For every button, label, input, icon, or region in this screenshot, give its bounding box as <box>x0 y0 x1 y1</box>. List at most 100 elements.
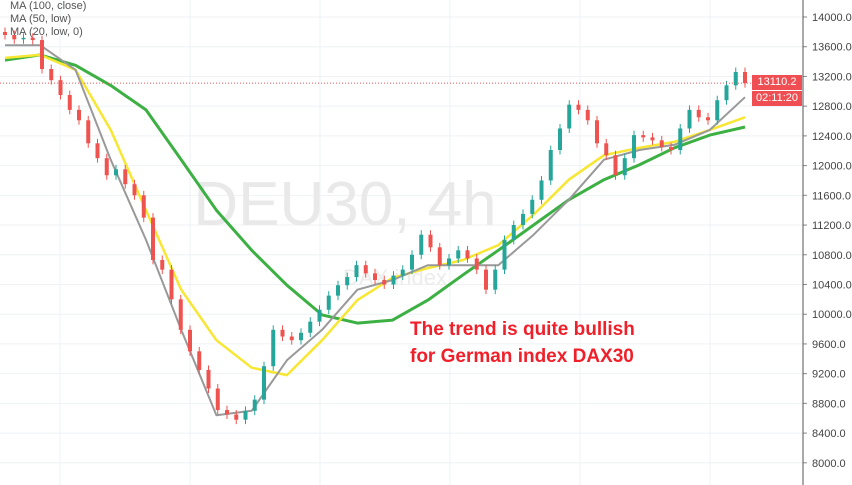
candle-body <box>21 37 26 40</box>
candle-body <box>206 369 211 389</box>
candle-body <box>363 265 368 274</box>
candle-body <box>289 336 294 341</box>
candle-body <box>382 280 387 285</box>
y-tick-label: 10400.0 <box>812 279 852 291</box>
candle-body <box>262 366 266 400</box>
candle-body <box>567 104 572 129</box>
candle-body <box>521 213 525 226</box>
candle-body <box>271 329 276 367</box>
annotation-text: The trend is quite bullish for German in… <box>410 316 635 370</box>
y-tick-label: 11200.0 <box>812 220 851 232</box>
candle-body <box>308 321 313 333</box>
candle-body <box>511 225 516 240</box>
candle-body <box>715 100 720 121</box>
candle-body <box>373 273 377 281</box>
candle-body <box>225 410 229 415</box>
candle-body <box>678 128 683 150</box>
y-tick-label: 8400.0 <box>812 428 846 440</box>
y-tick-label: 10800.0 <box>812 250 852 262</box>
candle-body <box>641 135 646 138</box>
candle-body <box>215 388 220 411</box>
candle-body <box>86 120 91 144</box>
annotation-line-2: for German index DAX30 <box>410 346 634 367</box>
candle-body <box>178 299 183 330</box>
y-tick-label: 13200.0 <box>812 71 852 83</box>
candle-body <box>77 109 81 121</box>
indicator-legend: MA (100, close) MA (50, low) MA (20, low… <box>10 0 86 39</box>
candle-body <box>30 37 35 41</box>
candle-body <box>141 195 146 218</box>
candle-body <box>169 269 174 300</box>
candle-body <box>123 169 128 185</box>
candle-body <box>687 109 692 129</box>
candle-body <box>299 332 303 341</box>
candle-body <box>40 40 44 70</box>
candle-body <box>95 143 100 159</box>
candle-body <box>151 217 155 260</box>
candle-body <box>317 309 322 322</box>
y-tick-label: 8000.0 <box>812 458 846 470</box>
candle-body <box>437 247 442 266</box>
candle-body <box>595 120 599 144</box>
candle-body <box>585 109 590 121</box>
candle-body <box>650 137 655 141</box>
candle-body <box>410 254 414 270</box>
legend-ma50[interactable]: MA (50, low) <box>10 13 72 25</box>
ma-line-1 <box>4 53 746 377</box>
candle-body <box>743 71 747 84</box>
candle-body <box>493 269 498 290</box>
y-tick-label: 11600.0 <box>812 190 851 202</box>
y-tick-label: 12000.0 <box>812 161 852 173</box>
countdown-tag: 02:11:20 <box>752 91 802 106</box>
candle-body <box>632 135 636 159</box>
candle-body <box>67 95 72 110</box>
candle-body <box>484 269 488 290</box>
candle-body <box>3 32 7 35</box>
candle-body <box>12 34 17 40</box>
candle-body <box>160 259 165 270</box>
legend-ma100[interactable]: MA (100, close) <box>10 0 87 12</box>
symbol-watermark: DEU30, 4h <box>193 170 496 239</box>
y-tick-label: 14000.0 <box>812 12 852 24</box>
candle-body <box>243 410 248 420</box>
candle-body <box>428 234 433 248</box>
y-tick-label: 12800.0 <box>812 101 852 113</box>
candle-body <box>419 234 424 255</box>
y-tick-label: 10000.0 <box>812 309 852 321</box>
candle-body <box>354 265 359 278</box>
candle-body <box>613 155 618 176</box>
candle-body <box>326 295 331 310</box>
candle-body <box>400 269 405 276</box>
candle-body <box>234 414 239 420</box>
candle-body <box>696 109 701 118</box>
candle-body <box>345 277 350 286</box>
candle-body <box>188 329 192 352</box>
candle-body <box>456 250 461 259</box>
candle-body <box>548 149 553 181</box>
candle-body <box>280 329 285 337</box>
candle-body <box>58 80 63 96</box>
annotation-line-1: The trend is quite bullish <box>410 319 635 340</box>
candle-body <box>622 158 627 176</box>
candle-body <box>724 85 729 101</box>
candle-body <box>530 199 535 214</box>
candle-body <box>733 71 738 86</box>
y-tick-label: 12400.0 <box>812 131 852 143</box>
candle-body <box>391 275 396 285</box>
last-price-tag: 13110.2 <box>752 75 802 90</box>
candle-body <box>49 69 54 81</box>
candle-body <box>336 285 340 296</box>
candle-body <box>558 128 562 150</box>
candle-body <box>465 250 470 259</box>
y-tick-label: 8800.0 <box>812 398 846 410</box>
candle-body <box>502 239 507 270</box>
candle-body <box>474 258 479 270</box>
y-tick-label: 9600.0 <box>812 339 846 351</box>
candle-body <box>252 399 257 411</box>
candle-body <box>447 258 451 266</box>
candle-body <box>604 143 609 156</box>
candle-body <box>197 351 202 370</box>
legend-ma20[interactable]: MA (20, low, 0) <box>10 26 83 38</box>
candle-body <box>576 104 581 110</box>
